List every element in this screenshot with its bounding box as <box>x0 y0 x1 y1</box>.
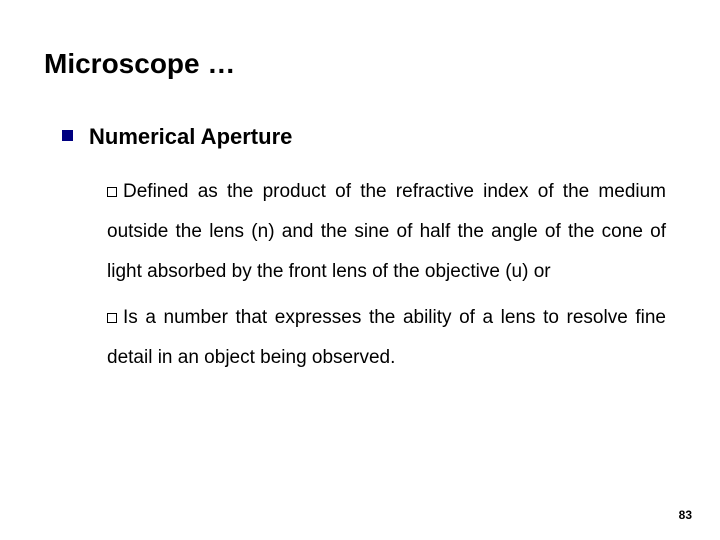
bullet-text: Is a number that expresses the ability o… <box>107 307 666 368</box>
slide-title: Microscope … <box>44 48 676 80</box>
page-number: 83 <box>679 508 692 522</box>
heading-text: Numerical Aperture <box>89 124 292 150</box>
heading-row: Numerical Aperture <box>62 124 676 150</box>
bullet-text: Defined as the product of the refractive… <box>107 181 666 282</box>
hollow-square-icon <box>107 313 117 323</box>
hollow-square-icon <box>107 187 117 197</box>
slide: Microscope … Numerical Aperture Defined … <box>0 0 720 540</box>
bullet-item: Is a number that expresses the ability o… <box>107 298 666 378</box>
square-bullet-icon <box>62 130 73 141</box>
bullet-item: Defined as the product of the refractive… <box>107 172 666 292</box>
